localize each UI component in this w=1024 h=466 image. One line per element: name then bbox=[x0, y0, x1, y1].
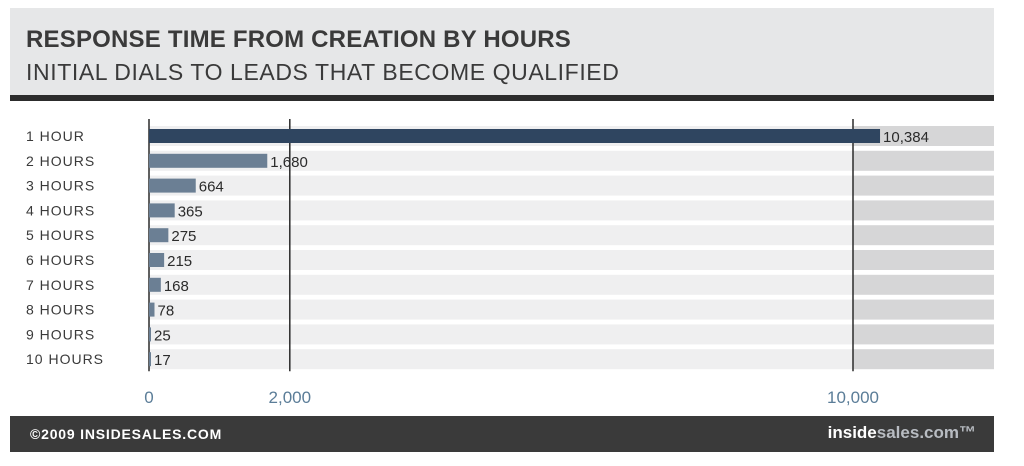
bar-chart: 0 2,000 10,000 1 HOUR 10,384 2 HOURS 1,680 3 HO… bbox=[26, 119, 994, 407]
row-band bbox=[149, 349, 853, 370]
row-band bbox=[149, 200, 853, 221]
bar bbox=[149, 253, 165, 267]
copyright-text: ©2009 INSIDESALES.COM bbox=[30, 426, 223, 442]
row-band bbox=[149, 299, 853, 320]
data-label: 168 bbox=[164, 278, 189, 295]
chart-frame: RESPONSE TIME FROM CREATION BY HOURS INI… bbox=[10, 8, 994, 452]
brand-dotcom: .com™ bbox=[919, 423, 976, 442]
row-band-right bbox=[853, 200, 994, 221]
bar bbox=[149, 277, 161, 292]
brand-logo: insidesales.com™ bbox=[828, 423, 976, 443]
category-label: 9 HOURS bbox=[26, 326, 95, 342]
row-band bbox=[149, 250, 853, 270]
bar bbox=[149, 203, 175, 218]
category-label: 10 HOURS bbox=[26, 351, 104, 367]
x-tick-label: 2,000 bbox=[269, 388, 312, 407]
category-label: 6 HOURS bbox=[26, 252, 95, 268]
data-label: 664 bbox=[199, 179, 224, 196]
chart-header: RESPONSE TIME FROM CREATION BY HOURS INI… bbox=[10, 8, 994, 95]
row-band-right bbox=[853, 250, 994, 270]
row-band bbox=[149, 150, 853, 171]
row-band-right bbox=[853, 349, 994, 370]
category-label: 8 HOURS bbox=[26, 302, 95, 318]
bar bbox=[149, 153, 268, 168]
bar bbox=[149, 178, 196, 193]
x-tick-label: 10,000 bbox=[827, 388, 879, 407]
category-label: 4 HOURS bbox=[26, 202, 95, 218]
row-band-right bbox=[853, 274, 994, 295]
data-label: 275 bbox=[171, 228, 196, 245]
row-band bbox=[149, 175, 853, 196]
chart-title: RESPONSE TIME FROM CREATION BY HOURS bbox=[26, 26, 572, 53]
chart-footer: ©2009 INSIDESALES.COM insidesales.com™ bbox=[10, 416, 994, 452]
row-band-right bbox=[853, 126, 994, 146]
row-band-right bbox=[853, 150, 994, 171]
header-divider bbox=[10, 95, 994, 101]
category-label: 5 HOURS bbox=[26, 227, 95, 243]
bar bbox=[149, 228, 169, 243]
data-label: 215 bbox=[167, 253, 192, 270]
bar bbox=[149, 327, 151, 342]
row-band bbox=[149, 225, 853, 246]
x-tick-label: 0 bbox=[144, 388, 153, 407]
data-label: 78 bbox=[157, 303, 174, 320]
category-label: 3 HOURS bbox=[26, 178, 95, 194]
category-label: 1 HOUR bbox=[26, 128, 85, 144]
category-label: 7 HOURS bbox=[26, 277, 95, 293]
bar bbox=[149, 302, 155, 317]
bar bbox=[149, 352, 151, 367]
category-label: 2 HOURS bbox=[26, 153, 95, 169]
row-band bbox=[149, 274, 853, 295]
brand-sales: sales bbox=[876, 423, 920, 442]
data-label: 1,680 bbox=[270, 154, 308, 171]
row-band-right bbox=[853, 175, 994, 196]
data-label: 365 bbox=[178, 203, 203, 220]
row-band-right bbox=[853, 299, 994, 320]
brand-inside: inside bbox=[827, 423, 877, 442]
chart-subtitle: INITIAL DIALS TO LEADS THAT BECOME QUALI… bbox=[26, 59, 620, 85]
row-band-right bbox=[853, 324, 994, 345]
data-label: 10,384 bbox=[883, 129, 929, 146]
data-label: 17 bbox=[154, 352, 171, 369]
bar bbox=[149, 129, 881, 143]
data-label: 25 bbox=[154, 327, 171, 344]
row-band-right bbox=[853, 225, 994, 246]
row-band bbox=[149, 324, 853, 345]
